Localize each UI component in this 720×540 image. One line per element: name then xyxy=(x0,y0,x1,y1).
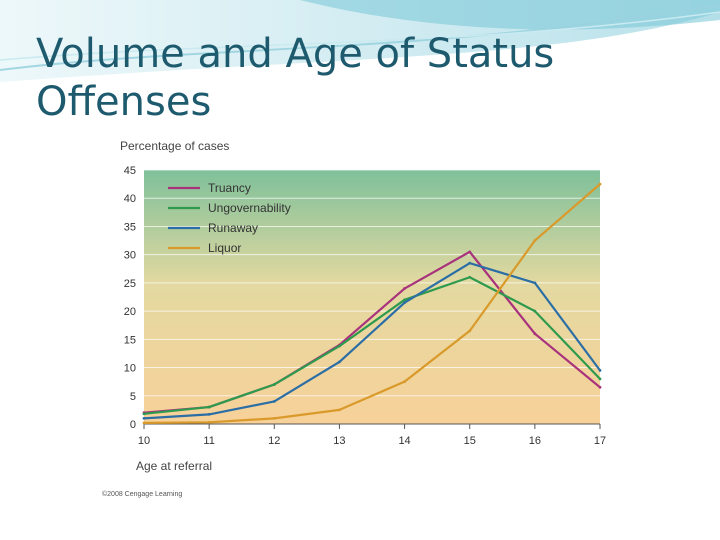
data-point-runaway xyxy=(468,261,472,265)
series-line-liquor xyxy=(143,183,601,424)
y-tick-label: 0 xyxy=(130,419,136,431)
y-tick-label: 35 xyxy=(124,221,136,233)
data-point-liquor xyxy=(403,380,406,384)
data-point-ungovernability xyxy=(142,412,146,416)
line-chart: 0 5 10 15 20 25 30 35 40 45 10 11 12 13 14 15 16 17 Truan… xyxy=(102,139,606,498)
data-point-liquor xyxy=(142,421,146,425)
data-point-truancy xyxy=(533,332,537,336)
header-swoosh xyxy=(0,0,720,82)
x-tick-label: 16 xyxy=(529,435,541,447)
data-point-ungovernability xyxy=(533,309,537,313)
x-tick-label: 14 xyxy=(398,435,410,447)
data-point-ungovernability xyxy=(403,298,406,302)
x-tick-label: 17 xyxy=(594,435,606,447)
y-tick-label: 5 xyxy=(130,391,136,403)
y-tick-label: 45 xyxy=(124,165,136,177)
data-point-runaway xyxy=(533,281,537,285)
data-point-runaway xyxy=(598,368,602,372)
data-point-truancy xyxy=(468,250,472,254)
data-point-ungovernability xyxy=(338,344,341,348)
copyright-credit: ©2008 Cengage Learning xyxy=(102,490,182,498)
legend-label-runaway: Runaway xyxy=(208,221,258,235)
data-point-liquor xyxy=(533,239,537,242)
x-axis-title: Age at referral xyxy=(136,459,212,473)
y-tick-label: 40 xyxy=(124,193,136,205)
y-tick-label: 30 xyxy=(124,250,136,262)
data-point-liquor xyxy=(338,408,341,412)
chart-figure: 0 5 10 15 20 25 30 35 40 45 10 11 12 13 14 15 16 17 Truan… xyxy=(96,134,624,504)
legend-label-truancy: Truancy xyxy=(208,181,251,195)
data-point-liquor xyxy=(468,329,472,333)
slide-title: Volume and Age of Status Offenses xyxy=(36,31,555,125)
data-point-liquor xyxy=(272,416,276,420)
data-point-runaway xyxy=(338,360,341,364)
legend-label-ungovernability: Ungovernability xyxy=(208,201,291,215)
data-point-truancy xyxy=(598,385,602,389)
x-tick-label: 13 xyxy=(333,435,345,447)
data-point-ungovernability xyxy=(207,405,211,409)
data-point-runaway xyxy=(272,400,276,403)
x-tick-label: 12 xyxy=(268,435,280,447)
plot-area xyxy=(144,170,600,424)
data-point-runaway xyxy=(207,413,211,416)
y-tick-label: 25 xyxy=(124,278,136,290)
data-point-ungovernability xyxy=(272,383,276,386)
data-point-liquor xyxy=(598,182,602,186)
data-point-ungovernability xyxy=(468,275,472,279)
x-tick-label: 10 xyxy=(138,435,150,447)
series-line-runaway xyxy=(143,262,601,420)
data-point-truancy xyxy=(403,287,406,290)
data-point-liquor xyxy=(207,420,211,424)
x-tick-label: 15 xyxy=(464,435,476,447)
y-tick-label: 10 xyxy=(124,363,136,375)
data-point-runaway xyxy=(142,416,146,420)
y-axis-title: Percentage of cases xyxy=(120,139,229,153)
series-line-ungovernability xyxy=(143,276,601,415)
y-tick-label: 15 xyxy=(124,334,136,346)
data-point-ungovernability xyxy=(598,377,602,381)
data-point-runaway xyxy=(403,301,406,305)
legend-label-liquor: Liquor xyxy=(208,241,241,255)
x-tick-label: 11 xyxy=(203,435,214,447)
y-tick-label: 20 xyxy=(124,306,136,318)
